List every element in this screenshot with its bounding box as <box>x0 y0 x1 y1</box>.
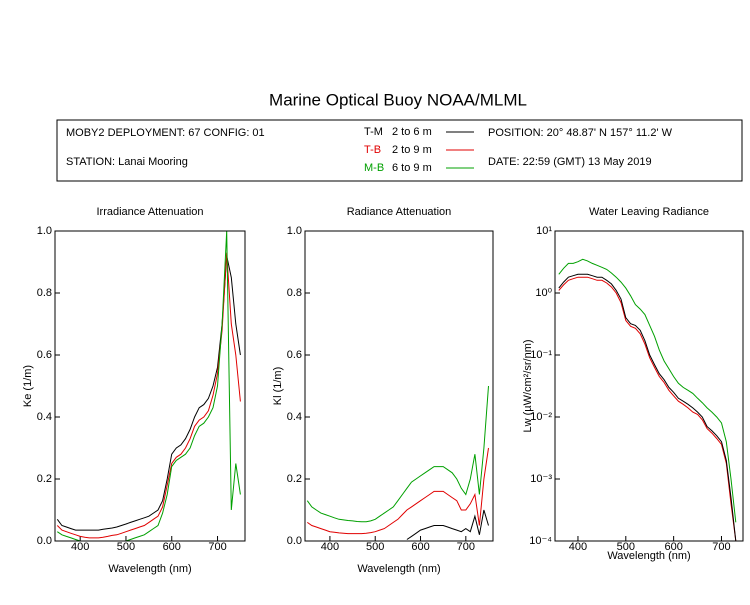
x-tick-label: 600 <box>664 541 682 553</box>
y-tick-label: 10⁰ <box>535 287 552 299</box>
y-tick-label: 0.2 <box>37 473 52 485</box>
x-tick-label: 600 <box>163 541 181 553</box>
y-axis-label: Kl (1/m) <box>272 367 284 406</box>
y-tick-label: 1.0 <box>287 225 302 237</box>
deployment: MOBY2 DEPLOYMENT: 67 CONFIG: 01 <box>66 127 265 139</box>
title: Marine Optical Buoy NOAA/MLML <box>269 90 527 109</box>
subplot-title: Radiance Attenuation <box>347 206 452 218</box>
legend-name: T-M <box>364 126 383 138</box>
legend-depth: 2 to 6 m <box>392 126 432 138</box>
series-line <box>558 276 737 541</box>
y-tick-label: 0.2 <box>287 473 302 485</box>
y-tick-label: 10⁻⁴ <box>529 535 552 547</box>
y-axis-label: Lw (µW/cm²/sr/nm) <box>522 339 534 432</box>
y-tick-label: 0.0 <box>37 535 52 547</box>
series-line <box>558 258 737 523</box>
plot-area <box>558 258 737 541</box>
y-tick-label: 0.8 <box>37 287 52 299</box>
position: POSITION: 20° 48.87' N 157° 11.2' W <box>488 127 673 139</box>
x-axis-label: Wavelength (nm) <box>108 563 191 575</box>
plot-area <box>306 385 489 540</box>
y-tick-label: 0.0 <box>287 535 302 547</box>
legend-name: M-B <box>364 162 384 174</box>
x-tick-label: 500 <box>117 541 135 553</box>
series-line <box>406 509 489 540</box>
x-tick-label: 500 <box>617 541 635 553</box>
y-tick-label: 0.4 <box>37 411 52 423</box>
series-line <box>56 252 241 539</box>
y-tick-label: 10⁻² <box>530 411 552 423</box>
x-tick-label: 700 <box>457 541 475 553</box>
legend-depth: 2 to 9 m <box>392 144 432 156</box>
y-tick-label: 0.6 <box>37 349 52 361</box>
subplot-title: Irradiance Attenuation <box>96 206 203 218</box>
x-tick-label: 700 <box>712 541 730 553</box>
series-line <box>558 273 737 541</box>
plot-frame <box>554 230 744 542</box>
y-tick-label: 0.4 <box>287 411 302 423</box>
x-axis-label: Wavelength (nm) <box>357 563 440 575</box>
y-tick-label: 10⁻¹ <box>530 349 552 361</box>
x-tick-label: 600 <box>411 541 429 553</box>
series-line <box>57 231 241 541</box>
y-tick-label: 0.6 <box>287 349 302 361</box>
plot-area <box>56 231 241 541</box>
series-line <box>307 447 489 535</box>
series-line <box>306 385 489 523</box>
legend-name: T-B <box>364 144 381 156</box>
x-tick-label: 400 <box>569 541 587 553</box>
legend-depth: 6 to 9 m <box>392 162 432 174</box>
x-tick-label: 700 <box>208 541 226 553</box>
x-axis-label: Wavelength (nm) <box>607 550 690 562</box>
y-tick-label: 10⁻³ <box>530 473 552 485</box>
x-tick-label: 400 <box>71 541 89 553</box>
station: STATION: Lanai Mooring <box>66 156 188 168</box>
date: DATE: 22:59 (GMT) 13 May 2019 <box>488 156 652 168</box>
x-tick-label: 500 <box>366 541 384 553</box>
y-tick-label: 0.8 <box>287 287 302 299</box>
subplot-title: Water Leaving Radiance <box>589 206 709 218</box>
y-axis-label: Ke (1/m) <box>22 365 34 407</box>
plot-frame <box>54 230 246 542</box>
x-tick-label: 400 <box>321 541 339 553</box>
y-tick-label: 10¹ <box>536 225 552 237</box>
plot-frame <box>304 230 494 542</box>
series-line <box>56 255 241 531</box>
info-box <box>56 119 743 182</box>
y-tick-label: 1.0 <box>37 225 52 237</box>
